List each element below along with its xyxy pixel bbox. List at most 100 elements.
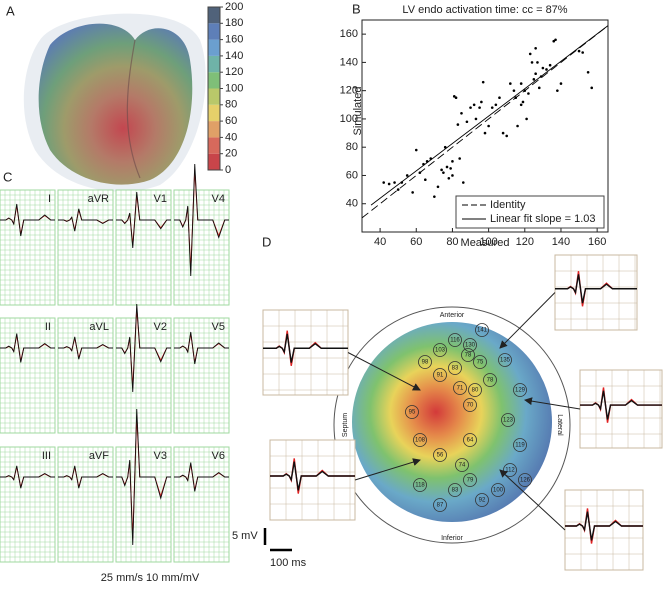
ecg-grid [0, 446, 56, 563]
plot-frame [361, 19, 609, 233]
panel-label: D [262, 234, 271, 249]
pacing-site [448, 483, 462, 497]
lead-label: V5 [212, 321, 225, 333]
pacing-site [463, 338, 477, 352]
point [414, 148, 418, 152]
ecg-grid [57, 317, 114, 434]
point [525, 117, 528, 121]
point [581, 51, 584, 54]
grid-bg [0, 446, 56, 563]
y-tick-label: 40 [346, 198, 358, 210]
ecg-trace [116, 408, 171, 546]
arrow [524, 397, 581, 410]
grid-bg [115, 189, 172, 306]
point [449, 167, 452, 170]
voltage-scale: 5 mV [232, 530, 258, 542]
point [556, 89, 559, 92]
point [554, 38, 557, 42]
point [519, 82, 523, 85]
y-tick-label: 140 [340, 56, 358, 68]
x-tick-label: 140 [552, 236, 570, 248]
heart-surface [38, 23, 193, 185]
lead-label: V3 [154, 450, 167, 462]
pacing-site [418, 355, 432, 369]
ecg-grid [173, 189, 230, 306]
pacing-site [491, 483, 505, 497]
point [519, 103, 523, 107]
pacing-site [463, 473, 477, 487]
colorbar-tick-label: 140 [225, 50, 243, 62]
grid-bg [0, 317, 56, 434]
point [537, 86, 541, 90]
point [545, 68, 548, 71]
legend-label: Identity [490, 199, 526, 211]
site-label: 95 [409, 410, 416, 416]
x-axis-label: Measured [461, 237, 510, 249]
pacing-site [513, 438, 527, 452]
site-label: 80 [472, 388, 479, 394]
polar-outline [333, 306, 571, 544]
panel-label: A [6, 3, 15, 18]
site-label: 100 [493, 488, 504, 494]
fit-line [361, 25, 609, 219]
site-label: 108 [415, 438, 426, 444]
lead-label: III [42, 450, 51, 462]
site-label: 74 [459, 463, 466, 469]
colorbar-band [208, 153, 220, 170]
point [494, 103, 498, 107]
lead-label: II [45, 321, 51, 333]
ecg-trace [174, 462, 229, 492]
legend-label: Linear fit slope = 1.03 [490, 213, 596, 225]
point [461, 181, 465, 184]
ecg-trace [0, 203, 55, 237]
ecg-grid [173, 317, 230, 434]
ecg-grid [115, 189, 172, 306]
ecg-scale-note: 25 mm/s 10 mm/mV [101, 572, 200, 584]
point [440, 168, 443, 172]
site-label: 129 [515, 388, 526, 394]
grid-bg [262, 309, 349, 396]
site-label: 64 [467, 438, 474, 444]
grid-bg [579, 369, 663, 449]
grid-bg [115, 317, 172, 434]
point [411, 191, 414, 194]
ecg-trace [58, 336, 113, 360]
site-label: 123 [503, 418, 514, 424]
site-label: 79 [467, 478, 474, 484]
point [458, 157, 461, 160]
ecg-trace [555, 274, 637, 304]
colorbar-tick-label: 100 [225, 82, 243, 94]
y-axis-label: Simulated [352, 87, 364, 136]
ecg-grid [269, 439, 356, 521]
pacing-site [463, 433, 477, 447]
ecg-grid [57, 446, 114, 563]
colorbar-band [208, 39, 220, 56]
arrow [499, 292, 556, 349]
arrow [347, 352, 421, 391]
site-label: 126 [520, 478, 531, 484]
site-label: 116 [450, 338, 460, 344]
pacing-site [448, 361, 462, 375]
point [512, 89, 516, 92]
ecg-grid [0, 317, 56, 434]
site-label: 92 [479, 498, 486, 504]
pacing-site [498, 353, 512, 367]
lead-label: V1 [154, 193, 167, 205]
polar-lateral: Lateral [556, 414, 563, 436]
point [501, 131, 505, 135]
grid-bg [554, 254, 638, 331]
colorbar-tick-label: 0 [225, 164, 231, 176]
polar-septum: Septum [342, 413, 349, 437]
pacing-site [518, 473, 532, 487]
pacing-site [433, 448, 447, 462]
colorbar-tick-label: 60 [225, 115, 237, 127]
pacing-site [448, 333, 462, 347]
point [509, 82, 512, 85]
grid-bg [173, 446, 230, 563]
panel-label: C [3, 169, 12, 184]
heart-groove [126, 39, 141, 179]
pacing-site [433, 368, 447, 382]
lead-label: V2 [154, 321, 167, 333]
ecg-grid [115, 446, 172, 563]
site-label: 83 [452, 488, 459, 494]
